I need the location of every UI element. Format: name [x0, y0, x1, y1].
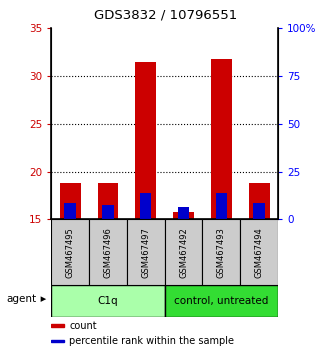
Text: C1q: C1q	[98, 296, 118, 306]
Bar	[211, 59, 232, 219]
FancyBboxPatch shape	[51, 219, 89, 285]
Text: GDS3832 / 10796551: GDS3832 / 10796551	[94, 9, 237, 22]
FancyBboxPatch shape	[165, 219, 203, 285]
Text: count: count	[70, 321, 97, 331]
Bar	[254, 203, 265, 219]
Text: GSM467494: GSM467494	[255, 227, 264, 278]
FancyBboxPatch shape	[89, 219, 127, 285]
Bar	[98, 183, 118, 219]
Text: agent: agent	[7, 294, 37, 304]
Text: percentile rank within the sample: percentile rank within the sample	[70, 336, 234, 346]
FancyBboxPatch shape	[165, 285, 278, 317]
Text: GSM467497: GSM467497	[141, 227, 150, 278]
FancyBboxPatch shape	[127, 219, 165, 285]
Bar	[51, 339, 64, 342]
Bar	[249, 183, 269, 219]
Text: GSM467493: GSM467493	[217, 227, 226, 278]
Text: GSM467492: GSM467492	[179, 227, 188, 278]
Bar	[173, 212, 194, 219]
Bar	[135, 62, 156, 219]
Bar	[65, 203, 76, 219]
FancyBboxPatch shape	[240, 219, 278, 285]
Bar	[102, 205, 114, 219]
Bar	[140, 193, 152, 219]
Bar	[60, 183, 80, 219]
Text: control, untreated: control, untreated	[174, 296, 268, 306]
Text: GSM467495: GSM467495	[66, 227, 75, 278]
FancyBboxPatch shape	[203, 219, 240, 285]
FancyBboxPatch shape	[51, 285, 165, 317]
Text: GSM467496: GSM467496	[104, 227, 113, 278]
Bar	[51, 324, 64, 327]
Bar	[215, 193, 227, 219]
Bar	[178, 207, 189, 219]
